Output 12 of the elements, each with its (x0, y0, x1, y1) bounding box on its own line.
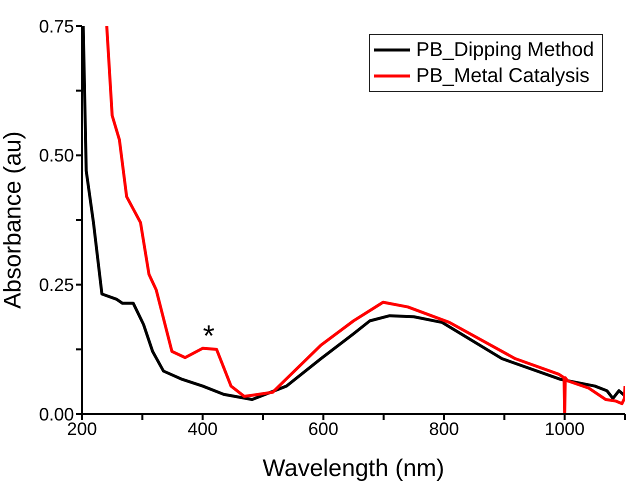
x-tick-label: 600 (308, 418, 338, 439)
y-tick-label: 0.75 (38, 16, 74, 36)
annotation: * (202, 320, 215, 354)
x-tick-label: 800 (428, 418, 460, 439)
y-tick-label: 0.50 (38, 146, 74, 166)
legend-label: PB_Dipping Method (416, 38, 594, 63)
x-tick-label: 1000 (544, 418, 585, 439)
y-tick-label: 0.25 (38, 275, 74, 296)
legend-label: PB_Metal Catalysis (416, 64, 590, 89)
x-axis-title: Wavelength (nm) (262, 455, 444, 482)
y-axis-title: Absorbance (au) (0, 131, 27, 309)
x-tick-label: 400 (188, 418, 218, 439)
